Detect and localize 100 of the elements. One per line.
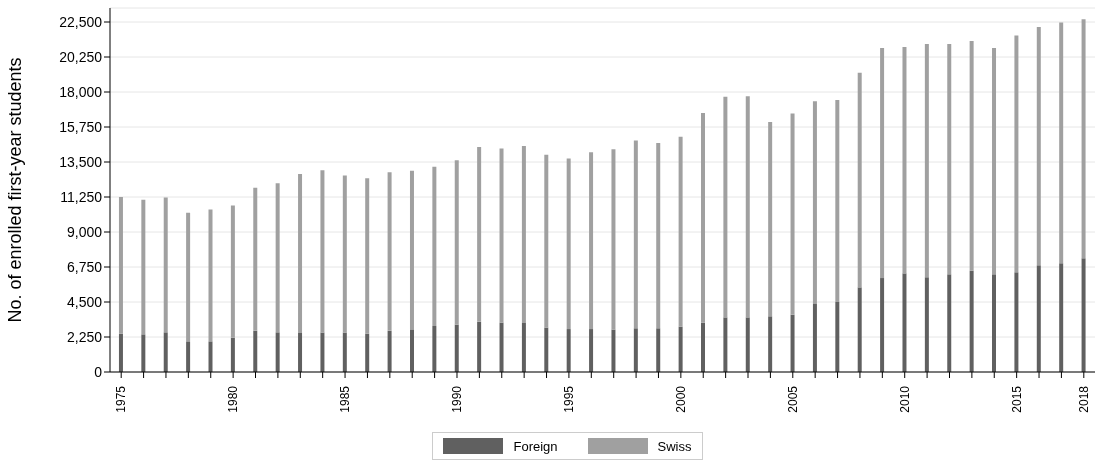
bar <box>857 287 862 372</box>
bar <box>835 302 840 372</box>
bar <box>812 304 817 372</box>
x-tick-label: 1980 <box>226 385 241 413</box>
bar <box>253 330 258 372</box>
bar <box>141 334 146 372</box>
bar <box>812 101 817 305</box>
y-tick-label: 9,000 <box>66 223 103 240</box>
bar <box>118 333 123 372</box>
bar <box>521 323 526 372</box>
bar <box>320 170 325 333</box>
bar <box>544 327 549 372</box>
x-tick-label: 1985 <box>338 385 353 413</box>
bar <box>857 72 862 288</box>
bar <box>253 187 258 331</box>
bar <box>208 341 213 372</box>
bar <box>745 96 750 318</box>
bar <box>230 205 235 338</box>
bar <box>230 337 235 372</box>
bar <box>342 332 347 372</box>
bar <box>633 328 638 372</box>
bar <box>1059 263 1064 372</box>
legend-label: Swiss <box>657 438 692 454</box>
bar <box>992 274 997 372</box>
bar <box>701 322 705 372</box>
bar <box>768 316 773 372</box>
bar <box>611 149 616 330</box>
bar <box>656 143 661 329</box>
bar <box>521 145 526 323</box>
bar <box>454 324 459 372</box>
bar <box>163 197 168 333</box>
y-tick-label: 18,000 <box>59 83 103 100</box>
bar <box>499 322 504 372</box>
x-tick-label: 1995 <box>562 385 577 413</box>
bar <box>924 43 929 278</box>
bar <box>902 273 907 372</box>
x-tick-label: 2010 <box>897 385 912 413</box>
x-tick-label: 2015 <box>1009 385 1024 413</box>
bar <box>477 321 482 372</box>
y-tick-label: 13,500 <box>59 153 103 170</box>
y-tick-label: 22,500 <box>59 13 103 30</box>
bar <box>969 40 974 271</box>
bar <box>723 317 728 372</box>
bar <box>1081 19 1086 259</box>
bar <box>947 43 952 275</box>
bar <box>320 332 325 372</box>
y-axis-title: No. of enrolled first-year students <box>5 57 26 323</box>
bar <box>409 329 414 372</box>
bar <box>566 329 571 372</box>
bar <box>992 47 997 275</box>
bar <box>1036 26 1041 266</box>
bar <box>275 332 280 372</box>
bar <box>566 158 571 330</box>
bar <box>1014 272 1019 372</box>
bar <box>387 172 392 331</box>
bar <box>678 136 683 327</box>
bar <box>656 328 661 372</box>
bar <box>365 178 370 334</box>
bar <box>141 199 146 335</box>
bar <box>768 122 773 317</box>
bar <box>342 175 347 333</box>
bar <box>1081 258 1086 372</box>
bar <box>432 166 437 326</box>
bar <box>589 152 594 330</box>
bar <box>387 330 392 372</box>
x-tick-label: 2000 <box>674 385 689 413</box>
bar <box>678 326 683 372</box>
bar <box>163 332 168 372</box>
bar <box>790 113 795 315</box>
bar <box>186 212 191 342</box>
bar <box>745 317 750 372</box>
bar <box>701 113 705 323</box>
x-tick-label: 1975 <box>114 385 129 413</box>
bar <box>924 277 929 372</box>
bar <box>589 329 594 372</box>
bar <box>409 170 414 330</box>
bar <box>790 314 795 372</box>
bar <box>499 148 504 323</box>
bar <box>118 197 123 334</box>
y-tick-label: 15,750 <box>59 118 103 135</box>
bar <box>275 183 280 333</box>
bar <box>1036 265 1041 372</box>
bar <box>1014 35 1019 273</box>
bar <box>633 140 638 329</box>
bar <box>186 341 191 372</box>
bar <box>432 325 437 372</box>
bar <box>477 146 482 322</box>
bar <box>208 209 213 342</box>
bar <box>365 333 370 372</box>
x-tick-label: 2005 <box>785 385 800 413</box>
bar <box>298 332 303 372</box>
bar <box>723 96 728 318</box>
bar <box>880 47 885 279</box>
y-tick-label: 0 <box>94 363 103 380</box>
legend-label: Foreign <box>513 438 558 454</box>
y-tick-label: 11,250 <box>60 188 103 205</box>
y-tick-label: 20,250 <box>59 48 103 65</box>
bar <box>969 270 974 372</box>
x-tick-label: 2018 <box>1077 385 1092 413</box>
bar <box>902 47 907 274</box>
